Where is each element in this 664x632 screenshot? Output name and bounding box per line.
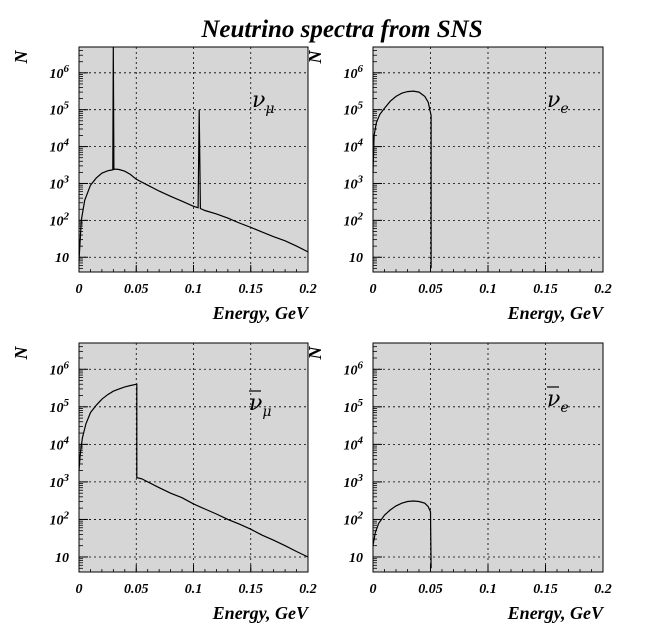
- y-tick-label: 106: [344, 359, 364, 378]
- y-tick-label: 104: [50, 137, 70, 156]
- chart-panel-4: 0 0.05 0.1 0.15 0.2 106 105 104 103 102 10 Energy, …: [305, 342, 612, 623]
- y-tick-label: 104: [344, 137, 364, 156]
- x-tick-label: 0.1: [479, 582, 497, 597]
- x-tick-label: 0.15: [239, 582, 264, 597]
- y-axis-label: N: [11, 50, 31, 65]
- y-tick-label: 105: [344, 397, 364, 416]
- x-tick-label: 0.2: [594, 282, 612, 297]
- y-tick-label: 10: [55, 551, 69, 566]
- x-tick-label: 0.2: [594, 582, 612, 597]
- y-tick-label: 105: [50, 397, 70, 416]
- plot-area: [79, 47, 308, 272]
- x-tick-label: 0.1: [479, 282, 497, 297]
- series-label: νe: [547, 387, 569, 416]
- plot-area: [373, 47, 603, 272]
- x-tick-label: 0.05: [418, 282, 443, 297]
- y-tick-label: 106: [50, 359, 70, 378]
- x-tick-label: 0.05: [124, 582, 149, 597]
- plot-frame: [78, 342, 309, 573]
- y-tick-label: 105: [50, 100, 70, 119]
- x-tick-label: 0: [370, 582, 377, 597]
- y-tick-label: 106: [50, 63, 70, 82]
- y-tick-label: 102: [50, 210, 70, 229]
- x-axis-label: Energy, GeV: [507, 303, 605, 323]
- y-tick-label: 102: [344, 210, 364, 229]
- x-tick-label: 0.05: [418, 582, 443, 597]
- x-tick-label: 0.2: [299, 582, 317, 597]
- y-tick-label: 104: [50, 434, 70, 453]
- plot-frame: [372, 342, 604, 573]
- y-axis-label: N: [11, 346, 31, 361]
- y-tick-label: 102: [344, 509, 364, 528]
- y-tick-label: 105: [344, 100, 364, 119]
- series-line-nu_e: [372, 90, 432, 269]
- x-tick-label: 0.2: [299, 282, 317, 297]
- chart-panel-3: 0 0.05 0.1 0.15 0.2 106 105 104 103 102 10 Energy, …: [11, 342, 317, 623]
- series-line-nu_mu_bar: [78, 383, 309, 558]
- figure-title: Neutrino spectra from SNS: [200, 16, 482, 43]
- y-tick-label: 10: [349, 251, 363, 266]
- series-line-nu_mu: [78, 46, 309, 261]
- y-tick-label: 103: [50, 472, 70, 491]
- y-axis-label: N: [305, 346, 325, 361]
- series-label: νμ: [252, 88, 274, 117]
- x-tick-label: 0.15: [533, 582, 558, 597]
- x-axis-label: Energy, GeV: [507, 603, 605, 623]
- y-tick-label: 102: [50, 509, 70, 528]
- y-tick-label: 103: [50, 173, 70, 192]
- plot-area: [79, 343, 308, 572]
- x-tick-label: 0: [76, 582, 83, 597]
- x-tick-label: 0.05: [124, 282, 149, 297]
- y-tick-label: 103: [344, 173, 364, 192]
- plot-area: [373, 343, 603, 572]
- y-tick-label: 106: [344, 63, 364, 82]
- series-label: νe: [547, 88, 569, 117]
- y-tick-label: 10: [349, 551, 363, 566]
- series-label: νμ: [249, 391, 271, 420]
- x-tick-label: 0.1: [185, 582, 203, 597]
- x-axis-label: Energy, GeV: [212, 303, 310, 323]
- y-tick-label: 104: [344, 434, 364, 453]
- x-tick-label: 0.1: [185, 282, 203, 297]
- x-tick-label: 0.15: [533, 282, 558, 297]
- x-tick-label: 0: [370, 282, 377, 297]
- x-tick-label: 0: [76, 282, 83, 297]
- x-axis-label: Energy, GeV: [212, 603, 310, 623]
- series-line-nu_e_bar: [372, 500, 432, 569]
- x-tick-label: 0.15: [239, 282, 264, 297]
- y-axis-label: N: [305, 50, 325, 65]
- chart-panel-1: 0 0.05 0.1 0.15 0.2 106 105 104 103 102 10 Energy, …: [11, 46, 317, 323]
- chart-panel-2: 0 0.05 0.1 0.15 0.2 106 105 104 103 102 10 Energy, …: [305, 46, 612, 323]
- y-tick-label: 10: [55, 251, 69, 266]
- y-tick-label: 103: [344, 472, 364, 491]
- plot-frame: [78, 46, 309, 273]
